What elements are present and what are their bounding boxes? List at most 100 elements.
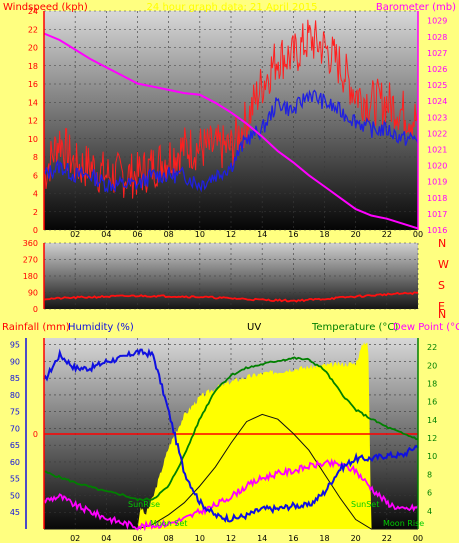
temperature-tick-label: 12 bbox=[427, 434, 437, 443]
ticks-1: 02 04 06 08 10 12 14 16 18 20 22 000246810121416182… bbox=[28, 7, 448, 239]
temperature-tick-label: 4 bbox=[427, 507, 432, 516]
compass-label: S bbox=[438, 279, 445, 292]
temperature-tick-label: 20 bbox=[427, 361, 437, 370]
temperature-tick-label: 10 bbox=[427, 452, 437, 461]
windspeed-tick-label: 16 bbox=[28, 80, 38, 89]
chart-title: 24 hour graph data: 21 April 2015 bbox=[147, 2, 318, 13]
windspeed-tick-label: 14 bbox=[28, 98, 38, 107]
uv-axis-label: UV bbox=[247, 322, 261, 333]
barometer-tick-label: 1022 bbox=[427, 129, 447, 138]
windspeed-tick-label: 4 bbox=[33, 190, 38, 199]
temperature-tick-label: 16 bbox=[427, 398, 437, 407]
series-1 bbox=[43, 19, 419, 230]
x-tick-label: 22 bbox=[382, 230, 392, 239]
barometer-tick-label: 1020 bbox=[427, 162, 447, 171]
x-tick-label: 20 bbox=[351, 230, 361, 239]
sunrise-label: SunRise bbox=[128, 500, 160, 509]
x-tick-label: 12 bbox=[226, 534, 236, 543]
series-2 bbox=[43, 291, 418, 303]
windspeed-tick-label: 6 bbox=[33, 171, 38, 180]
humidity-line bbox=[43, 348, 419, 523]
wind-direction-line bbox=[43, 291, 418, 303]
grid-2 bbox=[44, 242, 419, 310]
wind-gust-line bbox=[43, 19, 419, 199]
humidity-axis-label: Humidity (%) bbox=[68, 322, 134, 333]
barometer-tick-label: 1025 bbox=[427, 81, 447, 90]
x-tick-label: 18 bbox=[319, 534, 329, 543]
x-tick-label: 06 bbox=[132, 230, 142, 239]
windspeed-tick-label: 0 bbox=[33, 226, 38, 235]
direction-tick-label: 360 bbox=[23, 239, 38, 248]
temperature-line bbox=[43, 356, 419, 502]
direction-tick-label: 0 bbox=[33, 305, 38, 314]
direction-tick-label: 180 bbox=[23, 272, 38, 281]
windspeed-tick-label: 24 bbox=[28, 7, 38, 16]
x-tick-label: 22 bbox=[382, 534, 392, 543]
dew-point-axis-label: Dew Point (°C) bbox=[393, 322, 459, 333]
windspeed-tick-label: 18 bbox=[28, 62, 38, 71]
x-tick-label: 14 bbox=[257, 230, 267, 239]
windspeed-tick-label: 20 bbox=[28, 44, 38, 53]
direction-tick-label: 90 bbox=[28, 289, 38, 298]
x-tick-label: 16 bbox=[288, 534, 298, 543]
moonrise-label: Moon Rise bbox=[383, 519, 424, 528]
x-tick-label: 04 bbox=[101, 534, 111, 543]
ticks-2: 0 90 180 270 360 bbox=[23, 239, 45, 314]
x-tick-label: 02 bbox=[70, 534, 80, 543]
barometer-tick-label: 1027 bbox=[427, 49, 447, 58]
humidity-tick-label: 70 bbox=[10, 424, 20, 433]
barometer-tick-label: 1028 bbox=[427, 33, 447, 42]
x-tick-label: 16 bbox=[288, 230, 298, 239]
x-tick-label: 14 bbox=[257, 534, 267, 543]
barometer-tick-label: 1023 bbox=[427, 113, 447, 122]
dew-point-line bbox=[43, 457, 419, 532]
moonset-label: Moon Set bbox=[150, 519, 187, 528]
humidity-tick-label: 45 bbox=[10, 508, 20, 517]
humidity-tick-label: 95 bbox=[10, 341, 20, 350]
humidity-tick-label: 75 bbox=[10, 408, 20, 417]
temperature-axis-label: Temperature (°C) bbox=[311, 322, 398, 333]
compass-label: W bbox=[438, 258, 449, 271]
windspeed-axis-label: Windspeed (kph) bbox=[3, 2, 88, 13]
humidity-tick-label: 60 bbox=[10, 458, 20, 467]
temperature-tick-label: 22 bbox=[427, 343, 437, 352]
windspeed-tick-label: 2 bbox=[33, 208, 38, 217]
solar-radiation-area bbox=[137, 342, 418, 529]
x-tick-label: 04 bbox=[101, 230, 111, 239]
x-tick-label: 10 bbox=[195, 230, 205, 239]
x-tick-label: 08 bbox=[164, 534, 174, 543]
x-tick-label: 00 bbox=[413, 230, 423, 239]
direction-tick-label: 270 bbox=[23, 256, 38, 265]
barometer-tick-label: 1017 bbox=[427, 210, 447, 219]
compass-label: N bbox=[438, 308, 446, 321]
barometer-tick-label: 1016 bbox=[427, 226, 447, 235]
temperature-tick-label: 8 bbox=[427, 470, 432, 479]
series-3 bbox=[43, 342, 419, 532]
barometer-tick-label: 1021 bbox=[427, 145, 447, 154]
humidity-tick-label: 55 bbox=[10, 475, 20, 484]
wind-average-line bbox=[43, 89, 419, 194]
windspeed-tick-label: 8 bbox=[33, 153, 38, 162]
barometer-tick-label: 1018 bbox=[427, 194, 447, 203]
humidity-tick-label: 65 bbox=[10, 441, 20, 450]
barometer-tick-label: 1019 bbox=[427, 178, 447, 187]
x-tick-label: 10 bbox=[195, 534, 205, 543]
sunset-label: SunSet bbox=[351, 500, 379, 509]
x-tick-label: 20 bbox=[351, 534, 361, 543]
barometer-line bbox=[43, 32, 419, 230]
windspeed-tick-label: 10 bbox=[28, 135, 38, 144]
rainfall-axis-label: Rainfall (mm) bbox=[2, 322, 70, 333]
ticks-3: 02 04 06 08 10 12 14 16 18 20 22 004550556065707580… bbox=[10, 338, 437, 543]
x-tick-label: 06 bbox=[132, 534, 142, 543]
wind-barometer-chart: 02 04 06 08 10 12 14 16 18 20 22 000246810121416182… bbox=[3, 2, 456, 239]
temperature-tick-label: 6 bbox=[427, 489, 432, 498]
windspeed-tick-label: 22 bbox=[28, 25, 38, 34]
compass-label: E bbox=[438, 300, 445, 313]
humidity-tick-label: 50 bbox=[10, 491, 20, 500]
x-tick-label: 12 bbox=[226, 230, 236, 239]
windspeed-tick-label: 12 bbox=[28, 117, 38, 126]
rainfall-tick-label: 0 bbox=[33, 430, 38, 439]
humidity-tick-label: 80 bbox=[10, 391, 20, 400]
